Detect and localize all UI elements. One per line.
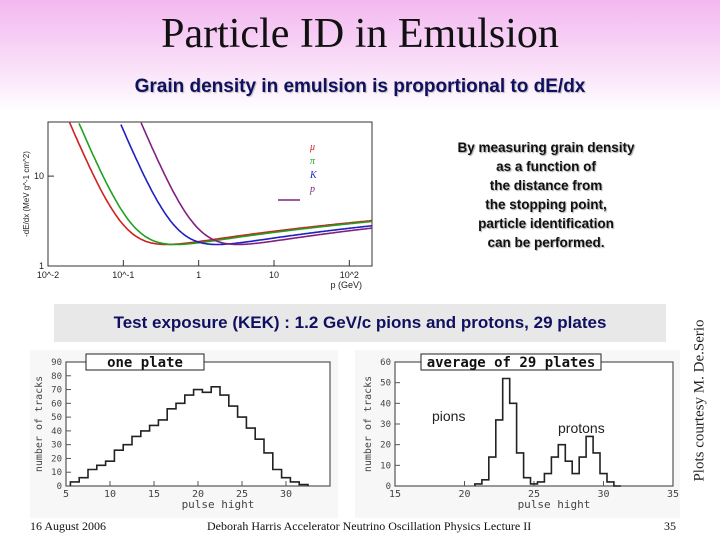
y-axis-label: -dE/dx (MeV g^-1 cm^2) — [22, 151, 31, 237]
credit-text: Plots courtesy M. De.Serio — [691, 319, 708, 482]
x-axis-label: pulse hight — [182, 498, 255, 511]
x-tick-label: 10^2 — [340, 270, 359, 280]
x-tick-label: 25 — [236, 489, 248, 500]
histogram-title: one plate — [107, 355, 183, 371]
x-axis-label: pulse hight — [518, 498, 591, 511]
histogram-outline — [69, 386, 309, 486]
y-tick-label: 10 — [51, 468, 62, 478]
series-line-1 — [68, 122, 373, 246]
y-axis-label: number of tracks — [34, 376, 45, 472]
y-tick-label: 20 — [380, 441, 391, 451]
explanation-note: By measuring grain density as a function… — [436, 138, 656, 252]
note-line: the stopping point, — [485, 197, 607, 212]
x-tick-label: 15 — [148, 489, 160, 500]
x-tick-label: 10 — [269, 270, 279, 280]
x-tick-label: 5 — [63, 489, 69, 500]
slide-subtitle: Grain density in emulsion is proportiona… — [134, 76, 586, 97]
y-tick-label: 20 — [51, 454, 62, 464]
one-plate-histogram: one plate 0 10 20 30 40 50 60 70 80 90 5 10 15 20 25 30 p… — [30, 350, 338, 518]
x-tick-label: 10 — [104, 489, 116, 500]
plot-frame — [47, 121, 373, 267]
y-tick-label: 40 — [51, 427, 62, 437]
x-tick-label: 35 — [667, 489, 679, 500]
x-tick-label: 30 — [280, 489, 292, 500]
x-tick-label: 15 — [389, 489, 401, 500]
note-line: particle identification — [478, 216, 614, 231]
y-tick-label: 10 — [380, 461, 391, 471]
x-tick-label: 20 — [192, 489, 204, 500]
y-tick-label: 30 — [51, 441, 62, 451]
legend-label: μ — [309, 142, 315, 153]
note-line: By measuring grain density — [457, 140, 635, 155]
y-axis-label: number of tracks — [363, 376, 374, 472]
y-tick-label: 90 — [51, 358, 62, 368]
title-box — [420, 353, 602, 371]
title-box — [85, 353, 205, 371]
y-tick-label: 60 — [51, 399, 62, 409]
y-tick-label: 0 — [386, 482, 391, 492]
footer-page: 35 — [664, 519, 676, 533]
protons-label: protons — [558, 420, 605, 436]
series-line-2 — [78, 123, 373, 246]
y-tick-label: 80 — [51, 372, 62, 382]
note-line: as a function of — [496, 159, 596, 174]
slide-title: Particle ID in Emulsion — [161, 11, 559, 57]
footer-center: Deborah Harris Accelerator Neutrino Osci… — [207, 519, 532, 533]
histogram-outline — [474, 377, 621, 487]
y-tick-label: 10 — [34, 171, 44, 181]
series-line-3 — [120, 124, 373, 246]
x-tick-label: 10^-1 — [112, 270, 134, 280]
y-tick-label: 60 — [380, 358, 391, 368]
histogram-title: average of 29 plates — [427, 355, 596, 371]
legend-label: π — [310, 156, 316, 167]
legend-label: K — [309, 170, 318, 181]
legend-label: p — [309, 184, 315, 195]
average-plates-histogram: average of 29 plates 0 10 20 30 40 50 60 15 20 25 3… — [355, 350, 680, 518]
y-tick-label: 30 — [380, 420, 391, 430]
x-tick-label: 1 — [196, 270, 201, 280]
test-exposure-banner: Test exposure (KEK) : 1.2 GeV/c pions an… — [54, 304, 666, 342]
x-tick-label: 20 — [458, 489, 470, 500]
plot-frame — [394, 361, 674, 487]
x-tick-label: 25 — [528, 489, 540, 500]
note-line: the distance from — [489, 178, 603, 193]
series-line-4 — [140, 122, 373, 246]
y-tick-label: 0 — [57, 482, 62, 492]
title-background — [0, 0, 720, 112]
y-tick-label: 50 — [380, 379, 391, 389]
dedx-vs-momentum-plot: 10^-2 10^-1 1 10 10^2 1 10 p (GeV) -dE/dx (MeV g… — [20, 116, 380, 296]
y-tick-label: 70 — [51, 386, 62, 396]
x-tick-label: 30 — [597, 489, 609, 500]
x-axis-label: p (GeV) — [330, 280, 362, 290]
y-tick-label: 1 — [39, 261, 44, 271]
plot-frame — [65, 361, 331, 487]
y-tick-label: 50 — [51, 413, 62, 423]
footer-date: 16 August 2006 — [30, 519, 107, 533]
pions-label: pions — [432, 408, 466, 424]
y-tick-label: 40 — [380, 399, 391, 409]
x-tick-label: 10^-2 — [37, 270, 59, 280]
note-line: can be performed. — [487, 235, 605, 250]
